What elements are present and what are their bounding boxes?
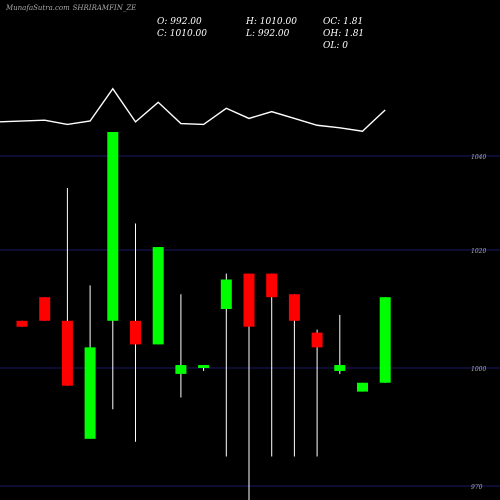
candle-down	[130, 320, 141, 345]
ohlc-open: O: 992.00	[157, 17, 202, 27]
y-tick-label: 1020	[471, 248, 486, 255]
symbol-label: SHRIRAMFIN_ZE	[72, 4, 137, 12]
y-tick-label: 1000	[471, 366, 486, 373]
candle-up	[220, 279, 232, 309]
candle-up	[107, 132, 119, 321]
candle-down	[288, 294, 300, 321]
candle-down	[61, 320, 73, 386]
candle-down	[243, 273, 255, 327]
candle-down	[266, 273, 278, 298]
candle-up	[84, 347, 96, 439]
candle-up	[152, 247, 164, 345]
ohlc-low: L: 992.00	[246, 29, 290, 39]
ohlc-high: H: 1010.00	[246, 17, 297, 27]
candle-up	[379, 297, 391, 383]
ohlc-close: C: 1010.00	[157, 29, 207, 39]
header-title: MunafaSutra.com SHRIRAMFIN_ZE	[6, 3, 136, 13]
candle-down	[16, 320, 28, 327]
y-tick-label: 1040	[471, 154, 486, 161]
candle-up	[175, 365, 187, 374]
stat-ol: OL: 0	[323, 41, 348, 51]
y-tick-label: 970	[471, 484, 483, 491]
line-series	[0, 87, 386, 132]
candle-up	[357, 382, 368, 392]
stat-oh: OH: 1.81	[323, 29, 365, 39]
stat-oc: OC: 1.81	[323, 17, 364, 27]
candle-down	[39, 297, 51, 321]
candle-down	[311, 332, 323, 348]
candle-up	[198, 365, 210, 368]
site-title: MunafaSutra.com	[6, 4, 70, 12]
candle-up	[334, 365, 346, 371]
